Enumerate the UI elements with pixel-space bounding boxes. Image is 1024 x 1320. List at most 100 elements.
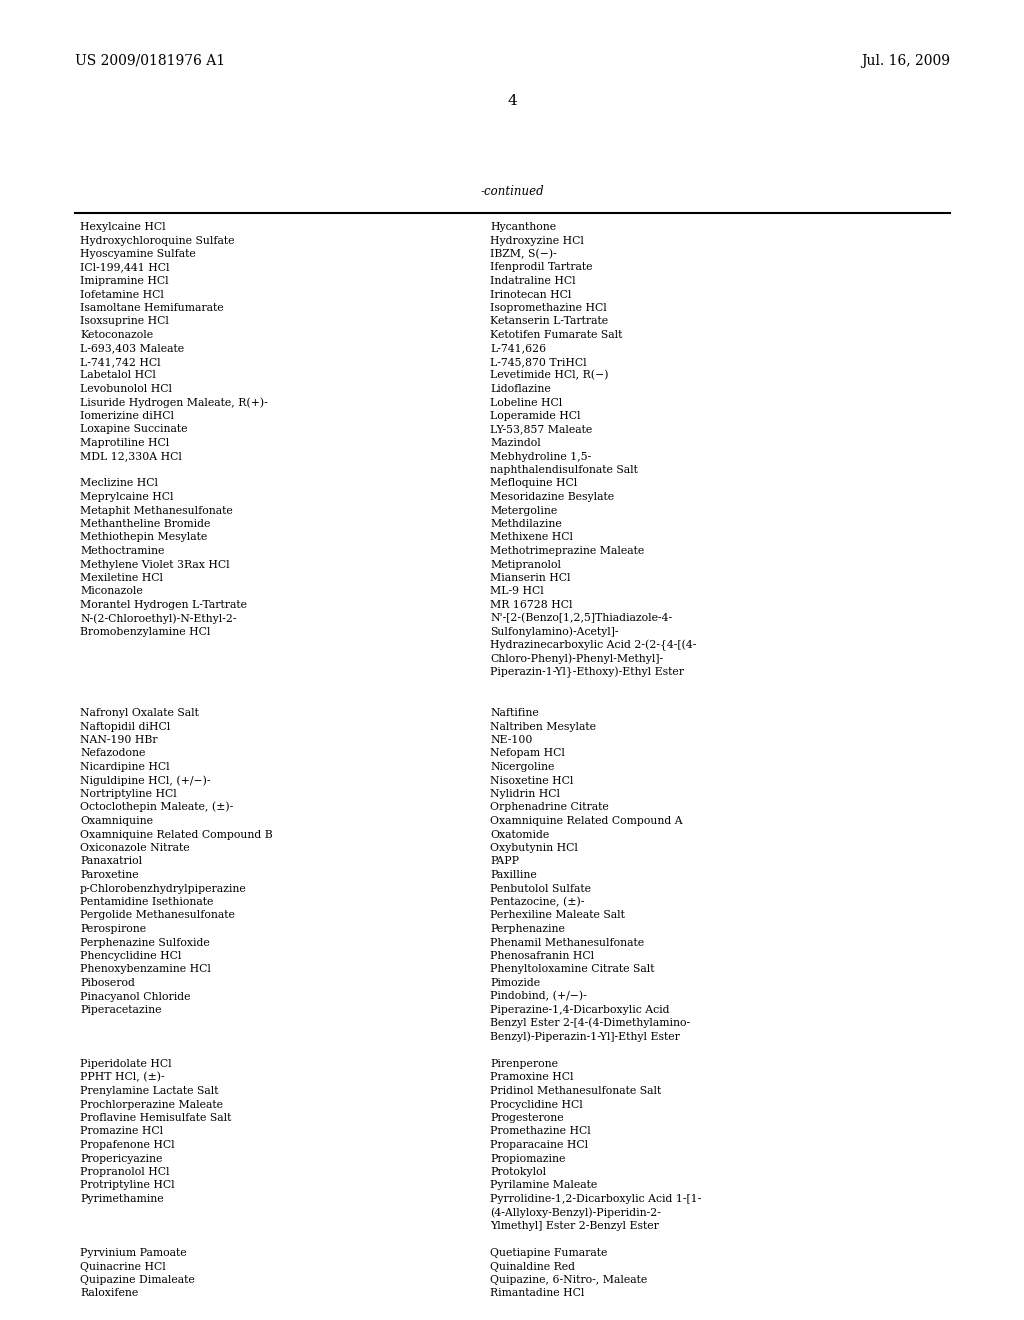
Text: Oxybutynin HCl: Oxybutynin HCl: [490, 843, 578, 853]
Text: Maprotiline HCl: Maprotiline HCl: [80, 438, 169, 447]
Text: Orphenadrine Citrate: Orphenadrine Citrate: [490, 803, 608, 813]
Text: L-745,870 TriHCl: L-745,870 TriHCl: [490, 356, 587, 367]
Text: Oxamniquine Related Compound A: Oxamniquine Related Compound A: [490, 816, 683, 826]
Text: Sulfonylamino)-Acetyl]-: Sulfonylamino)-Acetyl]-: [490, 627, 618, 638]
Text: Quipazine Dimaleate: Quipazine Dimaleate: [80, 1275, 195, 1284]
Text: NE-100: NE-100: [490, 735, 532, 744]
Text: N'-[2-(Benzo[1,2,5]Thiadiazole-4-: N'-[2-(Benzo[1,2,5]Thiadiazole-4-: [490, 614, 672, 623]
Text: Meprylcaine HCl: Meprylcaine HCl: [80, 492, 173, 502]
Text: Panaxatriol: Panaxatriol: [80, 857, 142, 866]
Text: Imipramine HCl: Imipramine HCl: [80, 276, 169, 286]
Text: Piperacetazine: Piperacetazine: [80, 1005, 162, 1015]
Text: Nylidrin HCl: Nylidrin HCl: [490, 789, 560, 799]
Text: Niguldipine HCl, (+/−)-: Niguldipine HCl, (+/−)-: [80, 775, 211, 785]
Text: Hyoscyamine Sulfate: Hyoscyamine Sulfate: [80, 249, 196, 259]
Text: ICl-199,441 HCl: ICl-199,441 HCl: [80, 263, 170, 272]
Text: Rimantadine HCl: Rimantadine HCl: [490, 1288, 585, 1299]
Text: MDL 12,330A HCl: MDL 12,330A HCl: [80, 451, 182, 462]
Text: PPHT HCl, (±)-: PPHT HCl, (±)-: [80, 1072, 165, 1082]
Text: IBZM, S(−)-: IBZM, S(−)-: [490, 248, 557, 259]
Text: Perphenazine Sulfoxide: Perphenazine Sulfoxide: [80, 937, 210, 948]
Text: Meclizine HCl: Meclizine HCl: [80, 479, 158, 488]
Text: Perhexiline Maleate Salt: Perhexiline Maleate Salt: [490, 911, 625, 920]
Text: Naftopidil diHCl: Naftopidil diHCl: [80, 722, 170, 731]
Text: Oxiconazole Nitrate: Oxiconazole Nitrate: [80, 843, 189, 853]
Text: Phencyclidine HCl: Phencyclidine HCl: [80, 950, 181, 961]
Text: Paroxetine: Paroxetine: [80, 870, 138, 880]
Text: Metipranolol: Metipranolol: [490, 560, 561, 569]
Text: Benzyl Ester 2-[4-(4-Dimethylamino-: Benzyl Ester 2-[4-(4-Dimethylamino-: [490, 1018, 690, 1028]
Text: Methoctramine: Methoctramine: [80, 546, 165, 556]
Text: L-741,626: L-741,626: [490, 343, 546, 354]
Text: Irinotecan HCl: Irinotecan HCl: [490, 289, 571, 300]
Text: Isopromethazine HCl: Isopromethazine HCl: [490, 304, 607, 313]
Text: Ketotifen Fumarate Salt: Ketotifen Fumarate Salt: [490, 330, 623, 341]
Text: Prochlorperazine Maleate: Prochlorperazine Maleate: [80, 1100, 223, 1110]
Text: Pirenperone: Pirenperone: [490, 1059, 558, 1069]
Text: Lobeline HCl: Lobeline HCl: [490, 397, 562, 408]
Text: Hexylcaine HCl: Hexylcaine HCl: [80, 222, 166, 232]
Text: Lidoflazine: Lidoflazine: [490, 384, 551, 393]
Text: Mesoridazine Besylate: Mesoridazine Besylate: [490, 492, 614, 502]
Text: N-(2-Chloroethyl)-N-Ethyl-2-: N-(2-Chloroethyl)-N-Ethyl-2-: [80, 612, 237, 623]
Text: Pindobind, (+/−)-: Pindobind, (+/−)-: [490, 991, 587, 1002]
Text: Prenylamine Lactate Salt: Prenylamine Lactate Salt: [80, 1086, 218, 1096]
Text: Lisuride Hydrogen Maleate, R(+)-: Lisuride Hydrogen Maleate, R(+)-: [80, 397, 267, 408]
Text: Nafronyl Oxalate Salt: Nafronyl Oxalate Salt: [80, 708, 199, 718]
Text: p-Chlorobenzhydrylpiperazine: p-Chlorobenzhydrylpiperazine: [80, 883, 247, 894]
Text: Mebhydroline 1,5-: Mebhydroline 1,5-: [490, 451, 591, 462]
Text: Oxamniquine: Oxamniquine: [80, 816, 153, 826]
Text: Nefazodone: Nefazodone: [80, 748, 145, 759]
Text: Naftifine: Naftifine: [490, 708, 539, 718]
Text: Octoclothepin Maleate, (±)-: Octoclothepin Maleate, (±)-: [80, 803, 233, 813]
Text: Chloro-Phenyl)-Phenyl-Methyl]-: Chloro-Phenyl)-Phenyl-Methyl]-: [490, 653, 664, 664]
Text: Pyrrolidine-1,2-Dicarboxylic Acid 1-[1-: Pyrrolidine-1,2-Dicarboxylic Acid 1-[1-: [490, 1195, 701, 1204]
Text: Propafenone HCl: Propafenone HCl: [80, 1140, 175, 1150]
Text: Methixene HCl: Methixene HCl: [490, 532, 573, 543]
Text: Indatraline HCl: Indatraline HCl: [490, 276, 575, 286]
Text: Methiothepin Mesylate: Methiothepin Mesylate: [80, 532, 207, 543]
Text: ML-9 HCl: ML-9 HCl: [490, 586, 544, 597]
Text: Ifenprodil Tartrate: Ifenprodil Tartrate: [490, 263, 593, 272]
Text: Mianserin HCl: Mianserin HCl: [490, 573, 570, 583]
Text: Procyclidine HCl: Procyclidine HCl: [490, 1100, 583, 1110]
Text: Ketoconazole: Ketoconazole: [80, 330, 154, 341]
Text: Isoxsuprine HCl: Isoxsuprine HCl: [80, 317, 169, 326]
Text: Hydroxychloroquine Sulfate: Hydroxychloroquine Sulfate: [80, 235, 234, 246]
Text: Mexiletine HCl: Mexiletine HCl: [80, 573, 163, 583]
Text: Naltriben Mesylate: Naltriben Mesylate: [490, 722, 596, 731]
Text: Metergoline: Metergoline: [490, 506, 557, 516]
Text: Progesterone: Progesterone: [490, 1113, 563, 1123]
Text: Paxilline: Paxilline: [490, 870, 537, 880]
Text: Phenosafranin HCl: Phenosafranin HCl: [490, 950, 594, 961]
Text: Hydroxyzine HCl: Hydroxyzine HCl: [490, 235, 584, 246]
Text: Proflavine Hemisulfate Salt: Proflavine Hemisulfate Salt: [80, 1113, 231, 1123]
Text: Pimozide: Pimozide: [490, 978, 540, 987]
Text: Metaphit Methanesulfonate: Metaphit Methanesulfonate: [80, 506, 232, 516]
Text: Pyrvinium Pamoate: Pyrvinium Pamoate: [80, 1247, 186, 1258]
Text: Methantheline Bromide: Methantheline Bromide: [80, 519, 210, 529]
Text: L-741,742 HCl: L-741,742 HCl: [80, 356, 161, 367]
Text: Pramoxine HCl: Pramoxine HCl: [490, 1072, 573, 1082]
Text: Raloxifene: Raloxifene: [80, 1288, 138, 1299]
Text: Labetalol HCl: Labetalol HCl: [80, 371, 156, 380]
Text: Methylene Violet 3Rax HCl: Methylene Violet 3Rax HCl: [80, 560, 229, 569]
Text: Oxatomide: Oxatomide: [490, 829, 549, 840]
Text: Piboserod: Piboserod: [80, 978, 135, 987]
Text: Nortriptyline HCl: Nortriptyline HCl: [80, 789, 177, 799]
Text: Quinaldine Red: Quinaldine Red: [490, 1262, 575, 1271]
Text: Nicergoline: Nicergoline: [490, 762, 554, 772]
Text: Propiomazine: Propiomazine: [490, 1154, 565, 1163]
Text: 4: 4: [507, 94, 517, 108]
Text: Piperidolate HCl: Piperidolate HCl: [80, 1059, 172, 1069]
Text: Protokylol: Protokylol: [490, 1167, 546, 1177]
Text: Hydrazinecarboxylic Acid 2-(2-{4-[(4-: Hydrazinecarboxylic Acid 2-(2-{4-[(4-: [490, 640, 696, 651]
Text: (4-Allyloxy-Benzyl)-Piperidin-2-: (4-Allyloxy-Benzyl)-Piperidin-2-: [490, 1206, 660, 1217]
Text: Pergolide Methanesulfonate: Pergolide Methanesulfonate: [80, 911, 234, 920]
Text: Loperamide HCl: Loperamide HCl: [490, 411, 581, 421]
Text: Pridinol Methanesulfonate Salt: Pridinol Methanesulfonate Salt: [490, 1086, 662, 1096]
Text: Perphenazine: Perphenazine: [490, 924, 565, 935]
Text: Morantel Hydrogen L-Tartrate: Morantel Hydrogen L-Tartrate: [80, 601, 247, 610]
Text: Nicardipine HCl: Nicardipine HCl: [80, 762, 170, 772]
Text: Ketanserin L-Tartrate: Ketanserin L-Tartrate: [490, 317, 608, 326]
